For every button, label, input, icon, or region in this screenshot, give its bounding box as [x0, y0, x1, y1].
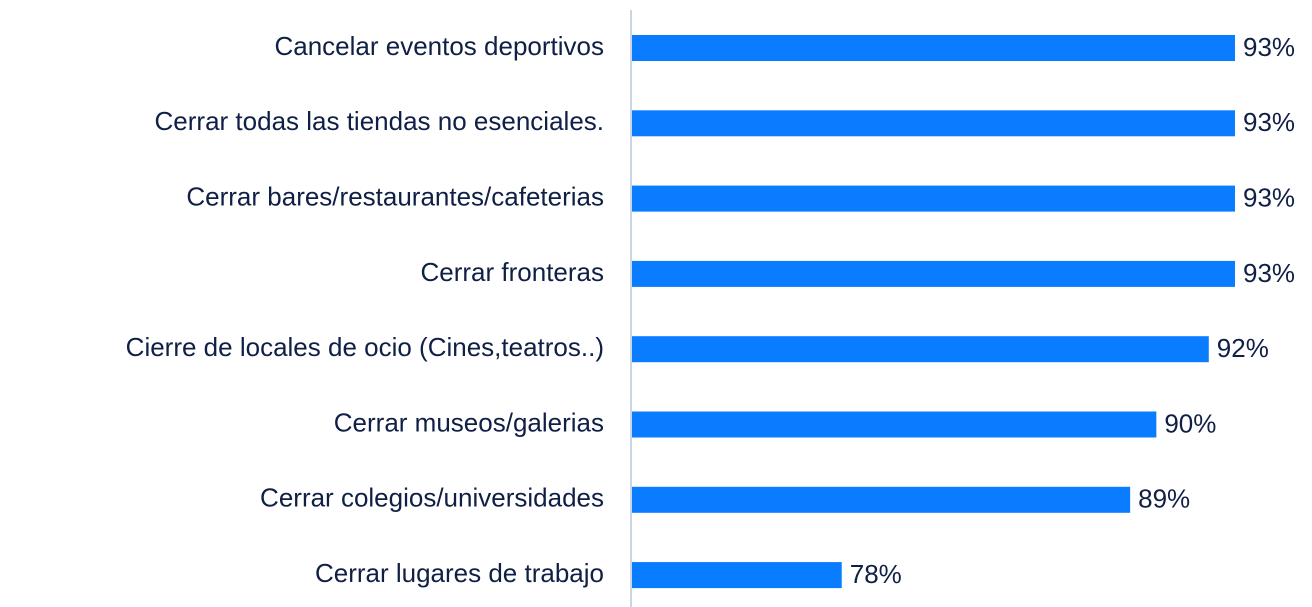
- value-label: 78%: [850, 559, 902, 589]
- category-label: Cerrar museos/galerias: [334, 407, 604, 437]
- value-label: 90%: [1164, 408, 1216, 438]
- category-label: Cancelar eventos deportivos: [274, 31, 604, 61]
- value-label: 92%: [1217, 333, 1269, 363]
- value-label: 93%: [1243, 258, 1295, 288]
- value-label: 93%: [1243, 182, 1295, 212]
- category-label: Cerrar todas las tiendas no esenciales.: [155, 106, 604, 136]
- value-label: 93%: [1243, 32, 1295, 62]
- category-label: Cerrar fronteras: [421, 257, 605, 287]
- bar: [632, 110, 1235, 137]
- bar: [632, 336, 1209, 363]
- bar: [632, 185, 1235, 212]
- bar: [632, 411, 1157, 438]
- category-label: Cerrar lugares de trabajo: [315, 558, 604, 588]
- bar: [632, 562, 842, 589]
- value-label: 93%: [1243, 107, 1295, 137]
- category-label: Cerrar colegios/universidades: [260, 483, 604, 513]
- category-label: Cierre de locales de ocio (Cines,teatros…: [126, 332, 604, 362]
- value-label: 89%: [1138, 484, 1190, 514]
- bar: [632, 260, 1235, 287]
- bar: [632, 486, 1131, 513]
- category-label: Cerrar bares/restaurantes/cafeterias: [186, 181, 604, 211]
- bar: [632, 35, 1235, 61]
